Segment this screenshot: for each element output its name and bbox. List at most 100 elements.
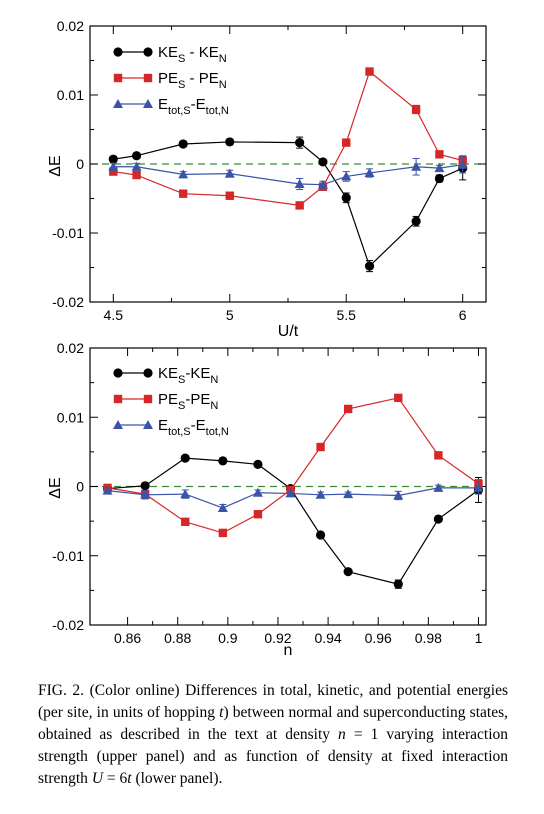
series-line [107, 457, 479, 585]
y-tick-label: -0.01 [52, 225, 84, 241]
data-point [434, 173, 445, 184]
x-tick-label: 6 [459, 307, 467, 323]
data-point [178, 189, 188, 198]
data-point [435, 150, 444, 159]
y-tick-label: -0.01 [52, 548, 84, 564]
data-point [225, 191, 234, 200]
data-point [253, 510, 263, 519]
data-point [341, 171, 352, 181]
data-point [342, 138, 351, 147]
data-point [316, 442, 325, 452]
x-tick-label: 1 [475, 630, 483, 646]
legend-marker [143, 394, 153, 404]
data-point [434, 451, 443, 460]
data-point [295, 138, 305, 148]
data-point [411, 161, 422, 171]
figure-caption: FIG. 2. (Color online) Differences in to… [38, 680, 508, 790]
data-point [109, 167, 118, 176]
data-point [411, 105, 421, 114]
data-point [365, 67, 374, 76]
legend-marker [113, 420, 123, 429]
data-point [225, 137, 235, 147]
legend-marker [113, 368, 123, 378]
caption-text-2: ) between normal and superconducting sta… [38, 704, 508, 743]
legend-label: Etot,S-Etot,N [158, 417, 229, 438]
data-point [217, 502, 228, 512]
data-point [108, 154, 118, 164]
x-tick-label: 0.9 [218, 630, 238, 646]
y-tick-label: 0.01 [57, 409, 84, 425]
caption-text-4: = 1 varying interaction strength (upper … [38, 726, 508, 787]
data-point [108, 161, 119, 171]
data-point [180, 453, 190, 463]
data-point [393, 579, 403, 589]
data-point [253, 459, 263, 469]
legend-marker [143, 47, 153, 57]
legend-label: PES - PEN [158, 70, 227, 91]
data-point [132, 170, 141, 180]
caption-label: FIG. 2. [38, 682, 85, 699]
data-point [343, 489, 354, 499]
data-point [343, 567, 353, 577]
data-point [343, 404, 353, 414]
x-tick-label: 5 [226, 307, 234, 323]
legend-marker [113, 47, 123, 57]
x-tick-label: 0.98 [415, 630, 442, 646]
y-axis-title: ΔE [47, 155, 64, 176]
data-point [317, 179, 328, 189]
data-point [364, 167, 375, 177]
legend: KES-KEN PES-PEN Etot,S-Etot,N [113, 365, 229, 438]
data-point [140, 489, 151, 499]
data-point [252, 487, 263, 497]
caption-text-6: = 6 [103, 770, 128, 787]
legend-label: KES - KEN [158, 44, 227, 65]
data-point [411, 216, 421, 226]
legend-label: KES-KEN [158, 365, 218, 386]
data-point [394, 393, 403, 403]
data-point [140, 481, 150, 491]
y-tick-label: 0.02 [57, 18, 84, 34]
data-point [180, 489, 191, 499]
series-1 [102, 453, 484, 589]
panel-2: -0.02 -0.01 0 0.01 0.02 0.86 0.88 0.9 0.92 0.94 0.… [47, 340, 487, 659]
data-point [102, 485, 113, 495]
x-tick-label: 0.86 [114, 630, 141, 646]
figure-chart-area: -0.02 -0.01 0 0.01 0.02 4.5 5 5.5 6 ΔE U/t KES - KE… [47, 18, 487, 659]
legend-marker [143, 99, 153, 108]
data-point [393, 490, 404, 500]
legend: KES - KEN PES - PEN Etot,S-Etot,N [113, 44, 229, 117]
legend-marker [113, 99, 123, 108]
x-tick-label: 0.92 [264, 630, 291, 646]
legend-label: Etot,S-Etot,N [158, 96, 229, 117]
caption-text-7: t [127, 770, 132, 787]
caption-text-3: n [338, 726, 346, 743]
data-point [218, 528, 228, 538]
data-point [341, 193, 351, 203]
caption-text-8: (lower panel). [131, 770, 223, 787]
y-tick-label: 0.01 [57, 87, 84, 103]
data-point [224, 168, 235, 178]
data-point [285, 488, 296, 498]
x-axis-title: n [284, 642, 293, 659]
y-tick-label: -0.02 [52, 294, 84, 310]
data-point [434, 163, 445, 173]
x-tick-label: 0.88 [164, 630, 191, 646]
caption-text-0: (Color online) Differences in total, kin… [38, 682, 508, 721]
series-line [113, 164, 463, 186]
legend-marker [113, 394, 123, 404]
data-point [315, 530, 326, 540]
x-tick-label: 0.94 [314, 630, 341, 646]
series-line [113, 70, 463, 207]
caption-text-5: U [91, 770, 104, 787]
data-point [433, 514, 443, 524]
y-tick-label: -0.02 [52, 617, 84, 633]
x-tick-label: 4.5 [104, 307, 124, 323]
series-3 [102, 481, 484, 512]
legend-label: PES-PEN [158, 391, 218, 412]
x-tick-label: 0.96 [365, 630, 392, 646]
data-point [315, 489, 326, 499]
legend-marker [143, 420, 153, 429]
data-point [131, 161, 142, 171]
series-2 [103, 393, 483, 538]
y-tick-label: 0 [76, 479, 84, 495]
